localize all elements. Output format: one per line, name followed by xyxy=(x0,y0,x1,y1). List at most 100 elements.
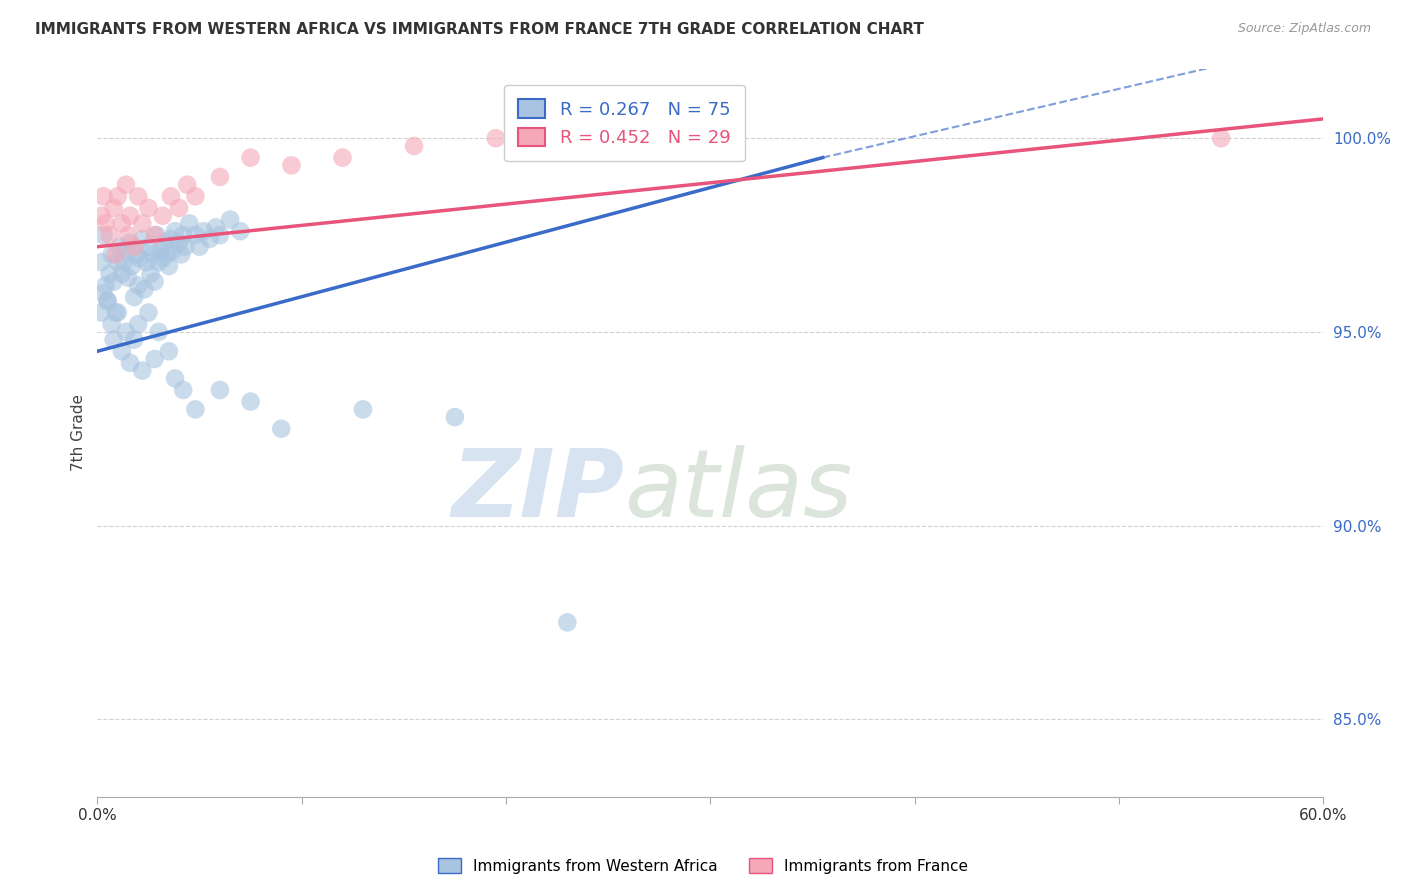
Point xyxy=(90,209,112,223)
Point xyxy=(270,422,292,436)
Point xyxy=(135,255,157,269)
Point xyxy=(170,247,193,261)
Point xyxy=(1211,131,1233,145)
Point xyxy=(141,247,163,261)
Point xyxy=(163,371,186,385)
Point xyxy=(239,151,262,165)
Point xyxy=(111,217,134,231)
Text: ZIP: ZIP xyxy=(451,445,624,537)
Point xyxy=(122,333,145,347)
Point xyxy=(172,383,194,397)
Point xyxy=(107,305,129,319)
Point xyxy=(138,305,160,319)
Point xyxy=(93,228,115,243)
Point xyxy=(122,290,145,304)
Point xyxy=(118,356,141,370)
Point xyxy=(111,344,134,359)
Point xyxy=(94,217,117,231)
Point xyxy=(115,244,138,258)
Point xyxy=(103,201,125,215)
Point xyxy=(103,333,125,347)
Point xyxy=(118,235,141,250)
Point xyxy=(90,305,112,319)
Point xyxy=(179,217,201,231)
Point xyxy=(555,615,578,630)
Point xyxy=(208,169,231,184)
Point xyxy=(134,282,156,296)
Point xyxy=(98,228,121,243)
Point xyxy=(103,275,125,289)
Point xyxy=(129,252,152,266)
Text: atlas: atlas xyxy=(624,445,853,536)
Point xyxy=(485,131,508,145)
Point xyxy=(152,209,174,223)
Legend: R = 0.267   N = 75, R = 0.452   N = 29: R = 0.267 N = 75, R = 0.452 N = 29 xyxy=(503,85,745,161)
Point xyxy=(118,209,141,223)
Point xyxy=(332,151,354,165)
Point xyxy=(111,267,134,281)
Point xyxy=(100,317,122,331)
Point xyxy=(176,178,198,192)
Point xyxy=(131,217,153,231)
Point xyxy=(97,293,120,308)
Point xyxy=(115,178,138,192)
Point xyxy=(148,255,170,269)
Point xyxy=(125,247,148,261)
Point xyxy=(184,402,207,417)
Point xyxy=(90,255,112,269)
Point xyxy=(138,240,160,254)
Point xyxy=(138,201,160,215)
Text: IMMIGRANTS FROM WESTERN AFRICA VS IMMIGRANTS FROM FRANCE 7TH GRADE CORRELATION C: IMMIGRANTS FROM WESTERN AFRICA VS IMMIGR… xyxy=(35,22,924,37)
Point xyxy=(402,139,425,153)
Point xyxy=(94,278,117,293)
Point xyxy=(108,240,131,254)
Point xyxy=(167,235,190,250)
Point xyxy=(239,394,262,409)
Point xyxy=(152,252,174,266)
Legend: Immigrants from Western Africa, Immigrants from France: Immigrants from Western Africa, Immigran… xyxy=(432,852,974,880)
Point xyxy=(93,189,115,203)
Point xyxy=(208,383,231,397)
Point xyxy=(184,228,207,243)
Y-axis label: 7th Grade: 7th Grade xyxy=(72,394,86,471)
Point xyxy=(205,220,228,235)
Point xyxy=(157,259,180,273)
Point xyxy=(104,247,127,261)
Point xyxy=(352,402,374,417)
Point xyxy=(117,270,139,285)
Point xyxy=(122,240,145,254)
Point xyxy=(162,244,184,258)
Point xyxy=(127,189,149,203)
Point xyxy=(143,351,166,366)
Point xyxy=(280,158,302,172)
Point xyxy=(160,232,183,246)
Point xyxy=(148,325,170,339)
Point xyxy=(131,232,153,246)
Point xyxy=(139,267,162,281)
Point xyxy=(160,189,183,203)
Point xyxy=(107,255,129,269)
Point xyxy=(121,259,143,273)
Point xyxy=(184,189,207,203)
Text: Source: ZipAtlas.com: Source: ZipAtlas.com xyxy=(1237,22,1371,36)
Point xyxy=(174,240,197,254)
Point xyxy=(117,228,139,243)
Point xyxy=(112,255,135,269)
Point xyxy=(97,293,120,308)
Point xyxy=(104,305,127,319)
Point xyxy=(576,139,599,153)
Point xyxy=(167,201,190,215)
Point xyxy=(143,228,166,243)
Point xyxy=(229,224,252,238)
Point xyxy=(219,212,242,227)
Point xyxy=(115,325,138,339)
Point xyxy=(143,275,166,289)
Point xyxy=(93,286,115,301)
Point xyxy=(131,364,153,378)
Point xyxy=(163,224,186,238)
Point xyxy=(107,189,129,203)
Point xyxy=(188,240,211,254)
Point xyxy=(145,228,167,243)
Point xyxy=(100,247,122,261)
Point xyxy=(127,317,149,331)
